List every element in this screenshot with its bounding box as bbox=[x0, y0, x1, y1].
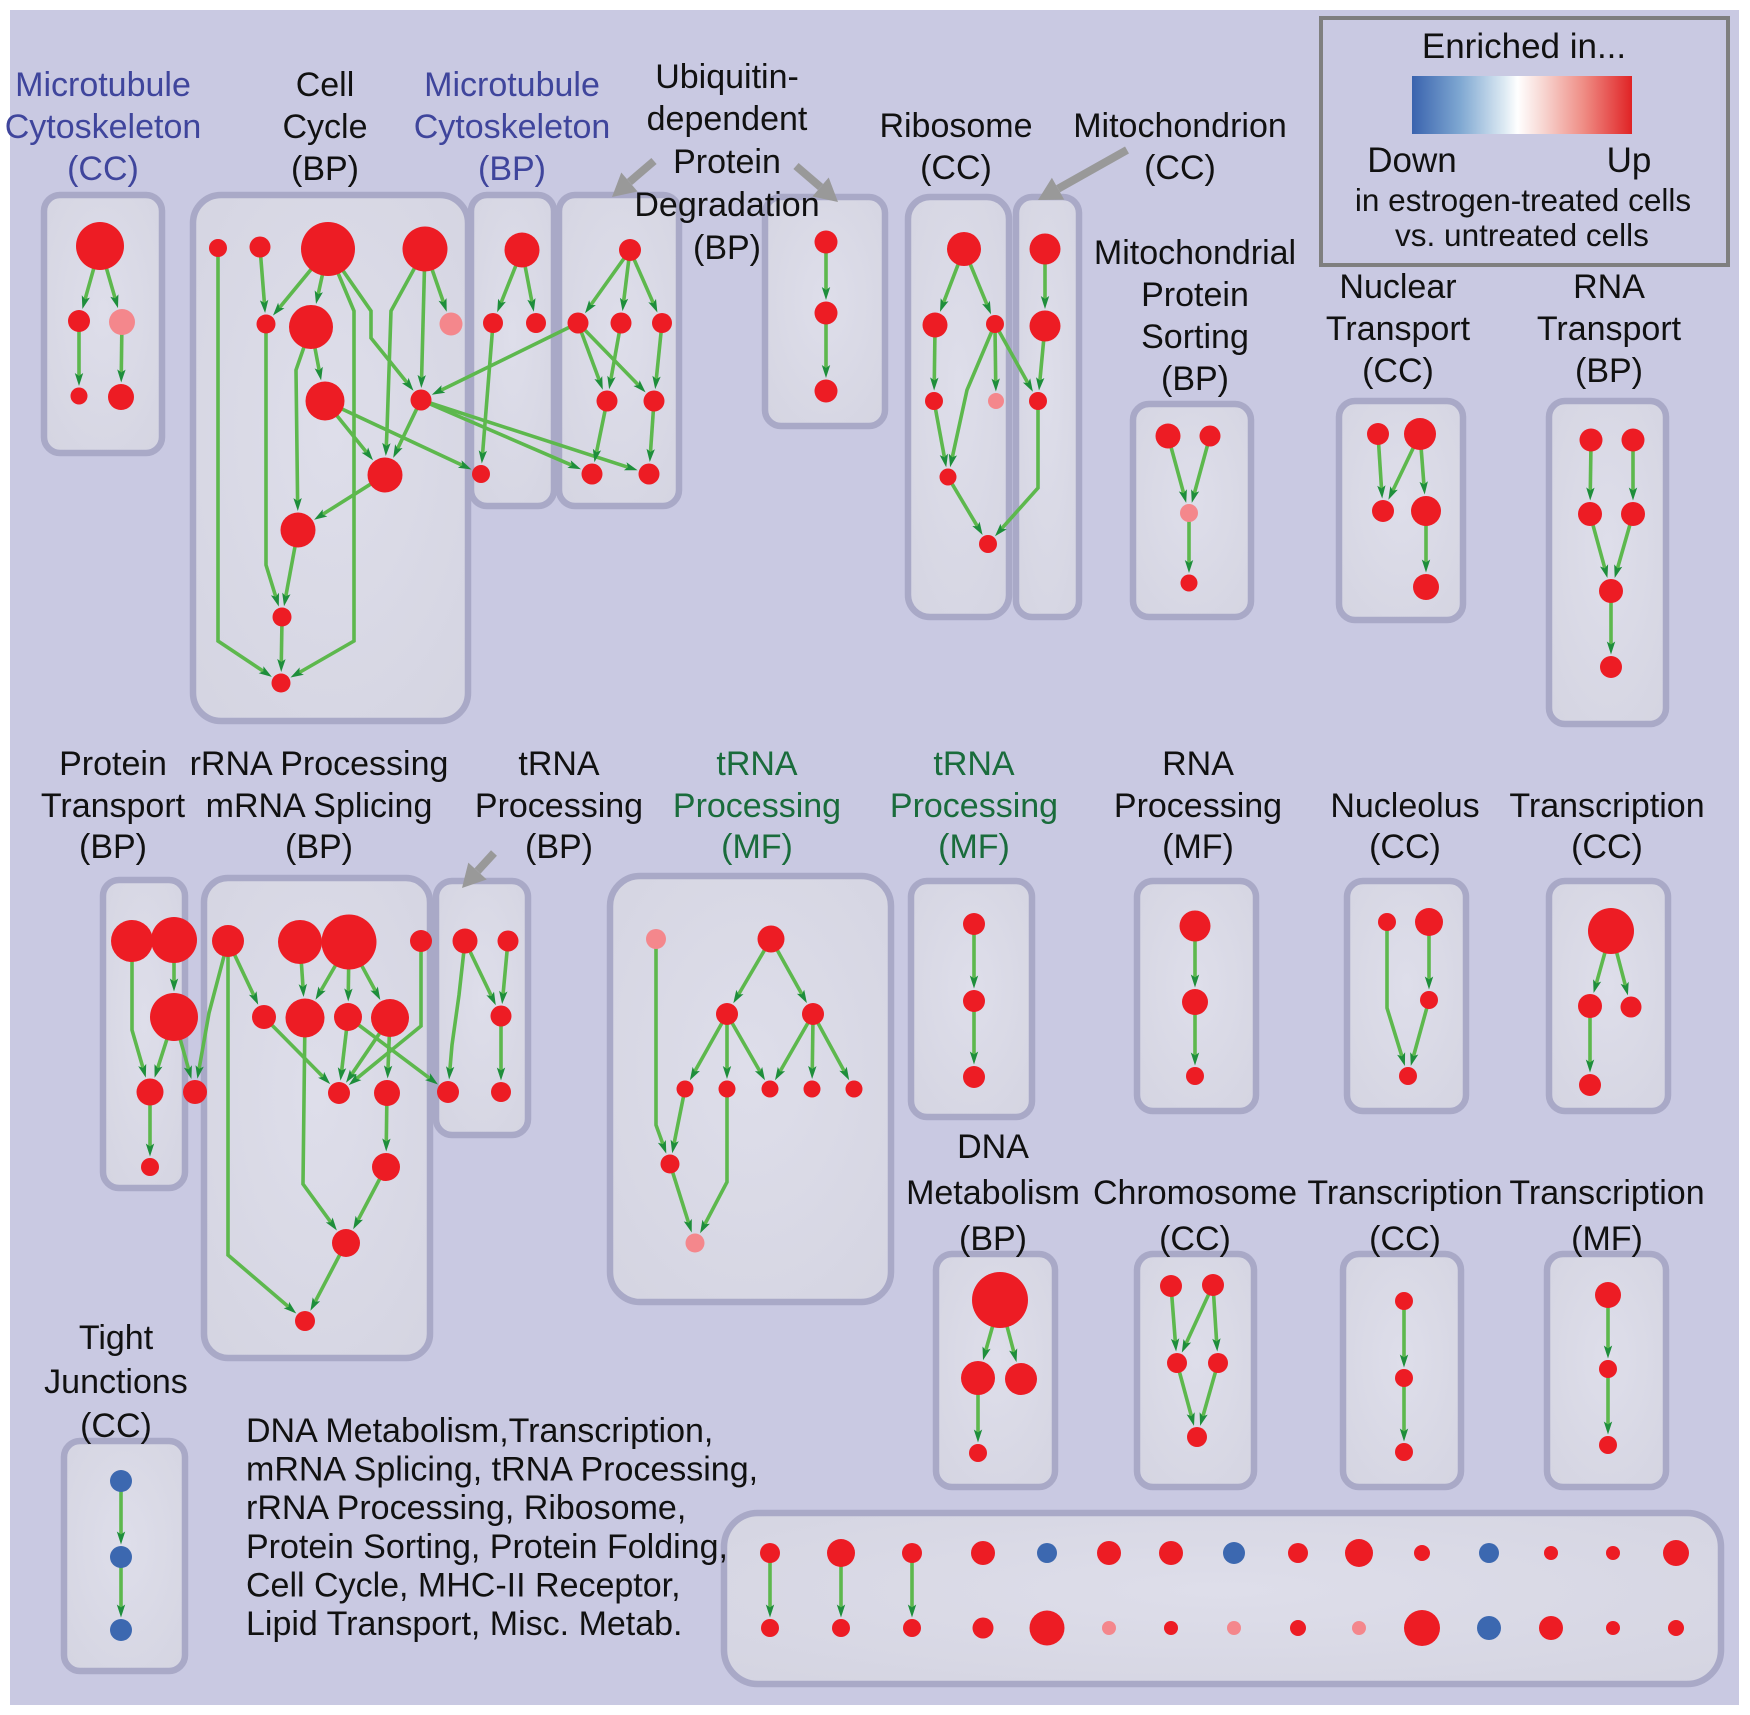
svg-text:Protein Sorting, Protein Foldi: Protein Sorting, Protein Folding, bbox=[246, 1528, 728, 1566]
svg-text:Transport: Transport bbox=[1326, 310, 1471, 348]
svg-text:Transport: Transport bbox=[1537, 310, 1682, 348]
svg-text:Up: Up bbox=[1607, 141, 1652, 180]
svg-text:Cytoskeleton: Cytoskeleton bbox=[5, 108, 202, 146]
svg-text:Transport: Transport bbox=[41, 787, 186, 825]
svg-text:(BP): (BP) bbox=[291, 150, 359, 188]
svg-text:Mitochondrial: Mitochondrial bbox=[1094, 234, 1296, 272]
svg-text:Ribosome: Ribosome bbox=[879, 107, 1032, 145]
svg-text:mRNA Splicing, tRNA Processing: mRNA Splicing, tRNA Processing, bbox=[246, 1451, 758, 1489]
svg-text:rRNA Processing: rRNA Processing bbox=[190, 745, 449, 783]
svg-text:(BP): (BP) bbox=[959, 1220, 1027, 1258]
svg-text:(MF): (MF) bbox=[938, 828, 1010, 866]
svg-text:(BP): (BP) bbox=[79, 828, 147, 866]
svg-text:Down: Down bbox=[1367, 141, 1456, 180]
svg-text:(MF): (MF) bbox=[721, 828, 793, 866]
svg-text:(CC): (CC) bbox=[920, 149, 992, 187]
svg-text:(BP): (BP) bbox=[478, 150, 546, 188]
svg-text:tRNA: tRNA bbox=[518, 745, 600, 783]
svg-text:Protein: Protein bbox=[59, 745, 167, 783]
svg-text:(CC): (CC) bbox=[1369, 1220, 1441, 1258]
svg-text:Nuclear: Nuclear bbox=[1339, 268, 1456, 306]
svg-text:(MF): (MF) bbox=[1162, 828, 1234, 866]
svg-text:vs. untreated cells: vs. untreated cells bbox=[1395, 217, 1649, 253]
svg-text:Transcription: Transcription bbox=[1307, 1174, 1502, 1212]
svg-text:Protein: Protein bbox=[1141, 276, 1249, 314]
svg-text:Enriched in...: Enriched in... bbox=[1422, 27, 1626, 66]
svg-text:Transcription: Transcription bbox=[1509, 787, 1704, 825]
svg-text:Cytoskeleton: Cytoskeleton bbox=[414, 108, 611, 146]
svg-text:Degradation: Degradation bbox=[634, 186, 819, 224]
svg-text:Processing: Processing bbox=[890, 787, 1058, 825]
svg-text:(CC): (CC) bbox=[67, 150, 139, 188]
svg-text:in estrogen-treated cells: in estrogen-treated cells bbox=[1355, 182, 1691, 218]
svg-text:mRNA Splicing: mRNA Splicing bbox=[206, 787, 433, 825]
svg-text:Transcription: Transcription bbox=[1509, 1174, 1704, 1212]
svg-text:(CC): (CC) bbox=[1362, 352, 1434, 390]
svg-text:Cell Cycle, MHC-II Receptor,: Cell Cycle, MHC-II Receptor, bbox=[246, 1566, 681, 1604]
svg-text:tRNA: tRNA bbox=[933, 745, 1015, 783]
svg-text:Cell: Cell bbox=[296, 66, 355, 104]
svg-text:Ubiquitin-: Ubiquitin- bbox=[655, 58, 799, 96]
svg-text:Tight: Tight bbox=[79, 1319, 154, 1357]
svg-text:(BP): (BP) bbox=[1161, 360, 1229, 398]
svg-text:dependent: dependent bbox=[647, 100, 808, 138]
svg-text:(MF): (MF) bbox=[1571, 1220, 1643, 1258]
svg-text:RNA: RNA bbox=[1162, 745, 1234, 783]
svg-text:(BP): (BP) bbox=[525, 828, 593, 866]
svg-text:(BP): (BP) bbox=[693, 229, 761, 267]
svg-text:Metabolism: Metabolism bbox=[906, 1174, 1080, 1212]
svg-text:Microtubule: Microtubule bbox=[424, 66, 600, 104]
svg-text:DNA Metabolism,Transcription,: DNA Metabolism,Transcription, bbox=[246, 1412, 713, 1450]
svg-text:(CC): (CC) bbox=[1369, 828, 1441, 866]
svg-text:Chromosome: Chromosome bbox=[1093, 1174, 1297, 1212]
svg-text:Processing: Processing bbox=[673, 787, 841, 825]
svg-text:Processing: Processing bbox=[1114, 787, 1282, 825]
svg-text:Nucleolus: Nucleolus bbox=[1330, 787, 1479, 825]
svg-text:(CC): (CC) bbox=[1144, 149, 1216, 187]
svg-text:Protein: Protein bbox=[673, 143, 781, 181]
svg-text:(CC): (CC) bbox=[80, 1407, 152, 1445]
svg-text:Cycle: Cycle bbox=[282, 108, 367, 146]
svg-text:Mitochondrion: Mitochondrion bbox=[1073, 107, 1287, 145]
svg-text:Junctions: Junctions bbox=[44, 1363, 188, 1401]
svg-text:Processing: Processing bbox=[475, 787, 643, 825]
svg-text:DNA: DNA bbox=[957, 1128, 1029, 1166]
svg-text:Lipid Transport, Misc. Metab.: Lipid Transport, Misc. Metab. bbox=[246, 1605, 683, 1643]
svg-text:(CC): (CC) bbox=[1571, 828, 1643, 866]
svg-text:Sorting: Sorting bbox=[1141, 318, 1249, 356]
svg-text:rRNA Processing, Ribosome,: rRNA Processing, Ribosome, bbox=[246, 1489, 686, 1527]
svg-text:Microtubule: Microtubule bbox=[15, 66, 191, 104]
svg-text:(CC): (CC) bbox=[1159, 1220, 1231, 1258]
svg-text:(BP): (BP) bbox=[285, 828, 353, 866]
svg-text:RNA: RNA bbox=[1573, 268, 1645, 306]
svg-text:(BP): (BP) bbox=[1575, 352, 1643, 390]
svg-text:tRNA: tRNA bbox=[716, 745, 798, 783]
